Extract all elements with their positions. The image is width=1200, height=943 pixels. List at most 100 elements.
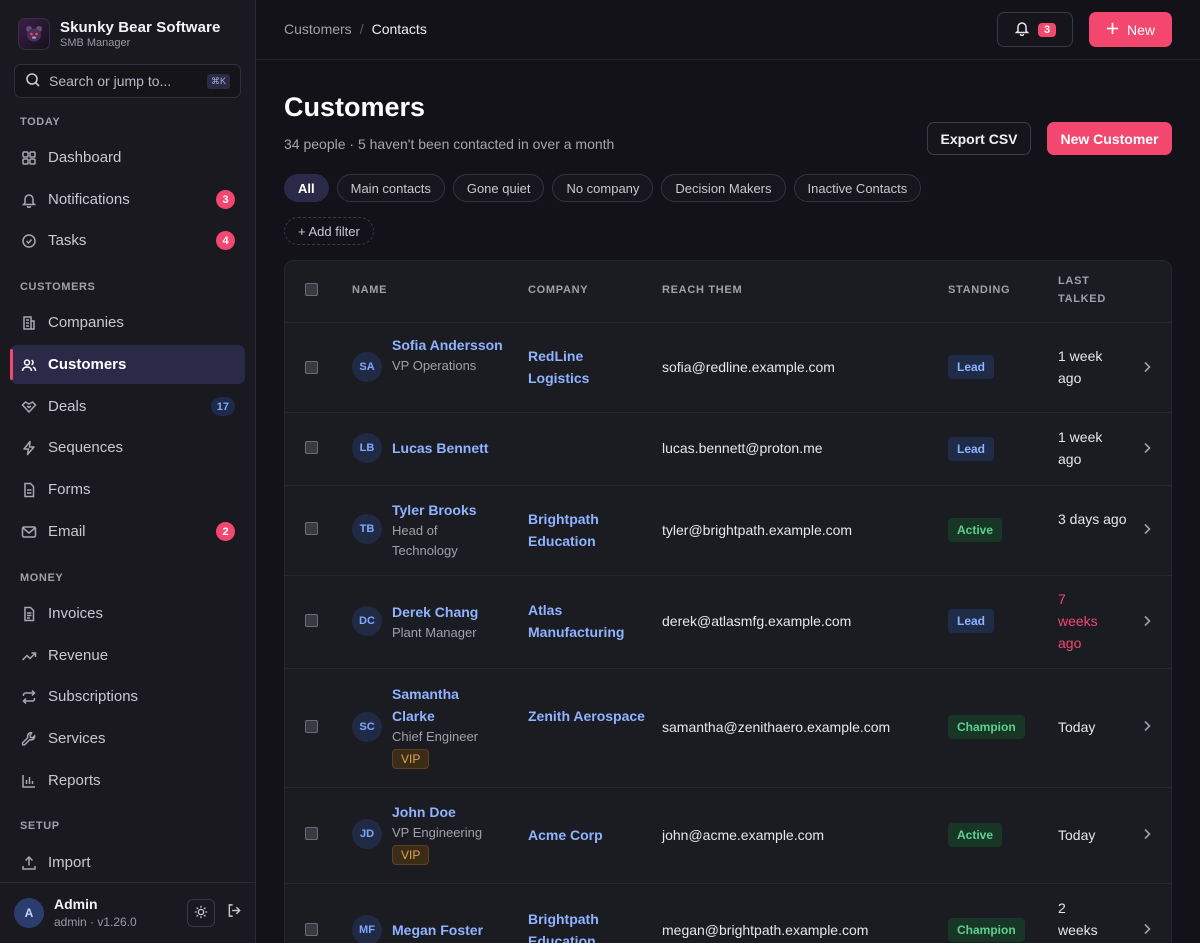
company-link[interactable]: Atlas Manufacturing: [528, 602, 625, 640]
sidebar-item-email[interactable]: Email 2: [10, 512, 245, 551]
email-value[interactable]: john@acme.example.com: [662, 827, 825, 843]
chevron-right-icon[interactable]: [1141, 923, 1153, 935]
sidebar-item-tasks[interactable]: Tasks 4: [10, 221, 245, 260]
email-value[interactable]: sofia@redline.example.com: [662, 359, 835, 375]
company-link[interactable]: Acme Corp: [528, 827, 603, 843]
column-header-last-talked-line2: TALKED: [1058, 293, 1106, 305]
avatar[interactable]: A: [14, 898, 44, 928]
theme-toggle-button[interactable]: [187, 899, 215, 927]
sidebar-item-services[interactable]: Services: [10, 719, 245, 758]
filter-chip-all[interactable]: All: [284, 174, 329, 202]
filter-chip-gone-quiet[interactable]: Gone quiet: [452, 174, 545, 202]
sidebar-item-forms[interactable]: Forms: [10, 470, 245, 509]
company-link[interactable]: Zenith Aerospace: [528, 708, 645, 724]
notifications-count-badge: 3: [216, 190, 235, 209]
add-filter-button[interactable]: + Add filter: [284, 217, 374, 245]
name-cell: Samantha Clarke Chief Engineer VIP: [392, 683, 504, 769]
sidebar-item-notifications[interactable]: Notifications 3: [10, 180, 245, 219]
deals-count-badge: 17: [210, 397, 235, 416]
brand[interactable]: Skunky Bear Software SMB Manager: [18, 18, 220, 50]
sidebar-item-label: Customers: [48, 356, 127, 373]
status-badge: Active: [948, 518, 1003, 542]
chevron-right-icon[interactable]: [1141, 361, 1153, 373]
column-header-reach-them[interactable]: REACH THEM: [662, 284, 743, 296]
sidebar: Skunky Bear Software SMB Manager Search …: [0, 0, 256, 943]
column-header-standing[interactable]: STANDING: [948, 284, 1011, 296]
company-link[interactable]: RedLine Logistics: [528, 348, 590, 386]
sidebar-item-sequences[interactable]: Sequences: [10, 428, 245, 467]
person-name[interactable]: Tyler Brooks: [392, 502, 477, 518]
table-row[interactable]: SC Samantha Clarke Chief Engineer VIP Ze…: [285, 669, 1171, 788]
avatar: MF: [352, 915, 382, 943]
sidebar-item-label: Dashboard: [48, 149, 122, 166]
person-title: VP Operations: [392, 358, 477, 373]
logout-button[interactable]: [224, 902, 244, 922]
filter-chip-decision-makers[interactable]: Decision Makers: [661, 174, 786, 202]
row-checkbox[interactable]: [305, 441, 318, 454]
sidebar-item-import[interactable]: Import: [10, 843, 245, 882]
email-value[interactable]: lucas.bennett@proton.me: [662, 440, 823, 456]
email-value[interactable]: samantha@zenithaero.example.com: [662, 719, 891, 735]
person-name[interactable]: Derek Chang: [392, 604, 479, 620]
person-name[interactable]: Samantha Clarke: [392, 686, 459, 724]
sidebar-item-reports[interactable]: Reports: [10, 761, 245, 800]
column-header-company[interactable]: COMPANY: [528, 284, 589, 296]
email-value[interactable]: tyler@brightpath.example.com: [662, 522, 853, 538]
chevron-right-icon[interactable]: [1141, 615, 1153, 627]
company-link[interactable]: Brightpath Education: [528, 511, 599, 549]
table-row[interactable]: TB Tyler Brooks Head of Technology Brigh…: [285, 486, 1171, 576]
chevron-right-icon[interactable]: [1141, 442, 1153, 454]
filter-chip-no-company[interactable]: No company: [552, 174, 654, 202]
sidebar-item-revenue[interactable]: Revenue: [10, 636, 245, 675]
email-value[interactable]: derek@atlasmfg.example.com: [662, 613, 852, 629]
status-badge: Champion: [948, 715, 1025, 739]
sidebar-item-dashboard[interactable]: Dashboard: [10, 138, 245, 177]
search-input[interactable]: Search or jump to... ⌘K: [14, 64, 241, 98]
row-checkbox[interactable]: [305, 361, 318, 374]
search-placeholder: Search or jump to...: [49, 73, 172, 89]
row-checkbox[interactable]: [305, 923, 318, 936]
person-name[interactable]: Megan Foster: [392, 922, 484, 938]
table-row[interactable]: SA Sofia Andersson VP Operations RedLine…: [285, 323, 1171, 413]
row-checkbox[interactable]: [305, 720, 318, 733]
last-talked-value: 1 week ago: [1058, 429, 1103, 467]
chevron-right-icon[interactable]: [1141, 828, 1153, 840]
sidebar-item-customers[interactable]: Customers: [10, 345, 245, 384]
trend-up-icon: [20, 647, 38, 665]
sidebar-item-companies[interactable]: Companies: [10, 303, 245, 342]
table-row[interactable]: MF Megan Foster Brightpath Education meg…: [285, 884, 1171, 943]
page-title: Customers: [284, 92, 426, 122]
wrench-icon: [20, 730, 38, 748]
filter-chip-main-contacts[interactable]: Main contacts: [336, 174, 445, 202]
sidebar-item-label: Tasks: [48, 232, 87, 249]
person-name[interactable]: Lucas Bennett: [392, 440, 489, 456]
column-header-last-talked[interactable]: LAST TALKED: [1058, 272, 1106, 308]
new-customer-button[interactable]: New Customer: [1047, 122, 1172, 155]
notifications-button[interactable]: 3: [997, 12, 1073, 47]
row-checkbox[interactable]: [305, 522, 318, 535]
sidebar-item-subscriptions[interactable]: Subscriptions: [10, 677, 245, 716]
email-value[interactable]: megan@brightpath.example.com: [662, 922, 869, 938]
table-row[interactable]: LB Lucas Bennett lucas.bennett@proton.me…: [285, 413, 1171, 486]
user-meta: admin · v1.26.0: [54, 915, 137, 929]
new-button[interactable]: New: [1089, 12, 1172, 47]
brand-name: Skunky Bear Software: [60, 19, 221, 36]
person-name[interactable]: John Doe: [392, 804, 456, 820]
export-csv-button[interactable]: Export CSV: [927, 122, 1031, 155]
select-all-checkbox[interactable]: [305, 283, 318, 296]
chevron-right-icon[interactable]: [1141, 720, 1153, 732]
sidebar-item-invoices[interactable]: Invoices: [10, 594, 245, 633]
table-row[interactable]: DC Derek Chang Plant Manager Atlas Manuf…: [285, 576, 1171, 669]
row-checkbox[interactable]: [305, 614, 318, 627]
row-checkbox[interactable]: [305, 827, 318, 840]
person-name[interactable]: Sofia Andersson: [392, 337, 503, 353]
bell-icon: [20, 191, 38, 209]
filter-chip-inactive-contacts[interactable]: Inactive Contacts: [793, 174, 922, 202]
column-header-name[interactable]: NAME: [352, 284, 388, 296]
breadcrumb-customers-link[interactable]: Customers: [284, 21, 352, 37]
chevron-right-icon[interactable]: [1141, 523, 1153, 535]
table-row[interactable]: JD John Doe VP Engineering VIP Acme Corp…: [285, 788, 1171, 884]
sidebar-item-deals[interactable]: Deals 17: [10, 387, 245, 426]
company-link[interactable]: Brightpath Education: [528, 911, 599, 943]
sidebar-item-label: Deals: [48, 398, 87, 415]
